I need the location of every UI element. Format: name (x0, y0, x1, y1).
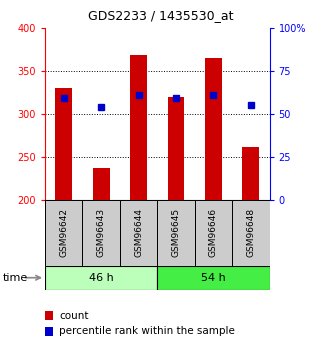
Text: GSM96644: GSM96644 (134, 208, 143, 257)
Bar (120, 200, 157, 266)
Bar (232, 200, 270, 266)
Text: GDS2233 / 1435530_at: GDS2233 / 1435530_at (88, 9, 233, 22)
Bar (93, 168, 109, 200)
Text: GSM96643: GSM96643 (97, 208, 106, 257)
Bar (45, 200, 82, 266)
Text: count: count (59, 311, 89, 321)
Bar (205, 58, 222, 200)
Text: 46 h: 46 h (89, 273, 114, 283)
Text: GSM96648: GSM96648 (247, 208, 256, 257)
Bar (168, 97, 185, 200)
Bar (45, 266, 157, 290)
Bar (242, 147, 259, 200)
Text: GSM96645: GSM96645 (171, 208, 180, 257)
Bar (157, 200, 195, 266)
Text: 54 h: 54 h (201, 273, 226, 283)
Text: GSM96646: GSM96646 (209, 208, 218, 257)
Text: time: time (3, 273, 29, 283)
Text: percentile rank within the sample: percentile rank within the sample (59, 326, 235, 336)
Text: GSM96642: GSM96642 (59, 208, 68, 257)
Bar (157, 266, 270, 290)
Bar (195, 200, 232, 266)
Bar (130, 55, 147, 200)
Bar (82, 200, 120, 266)
Bar (55, 88, 72, 200)
